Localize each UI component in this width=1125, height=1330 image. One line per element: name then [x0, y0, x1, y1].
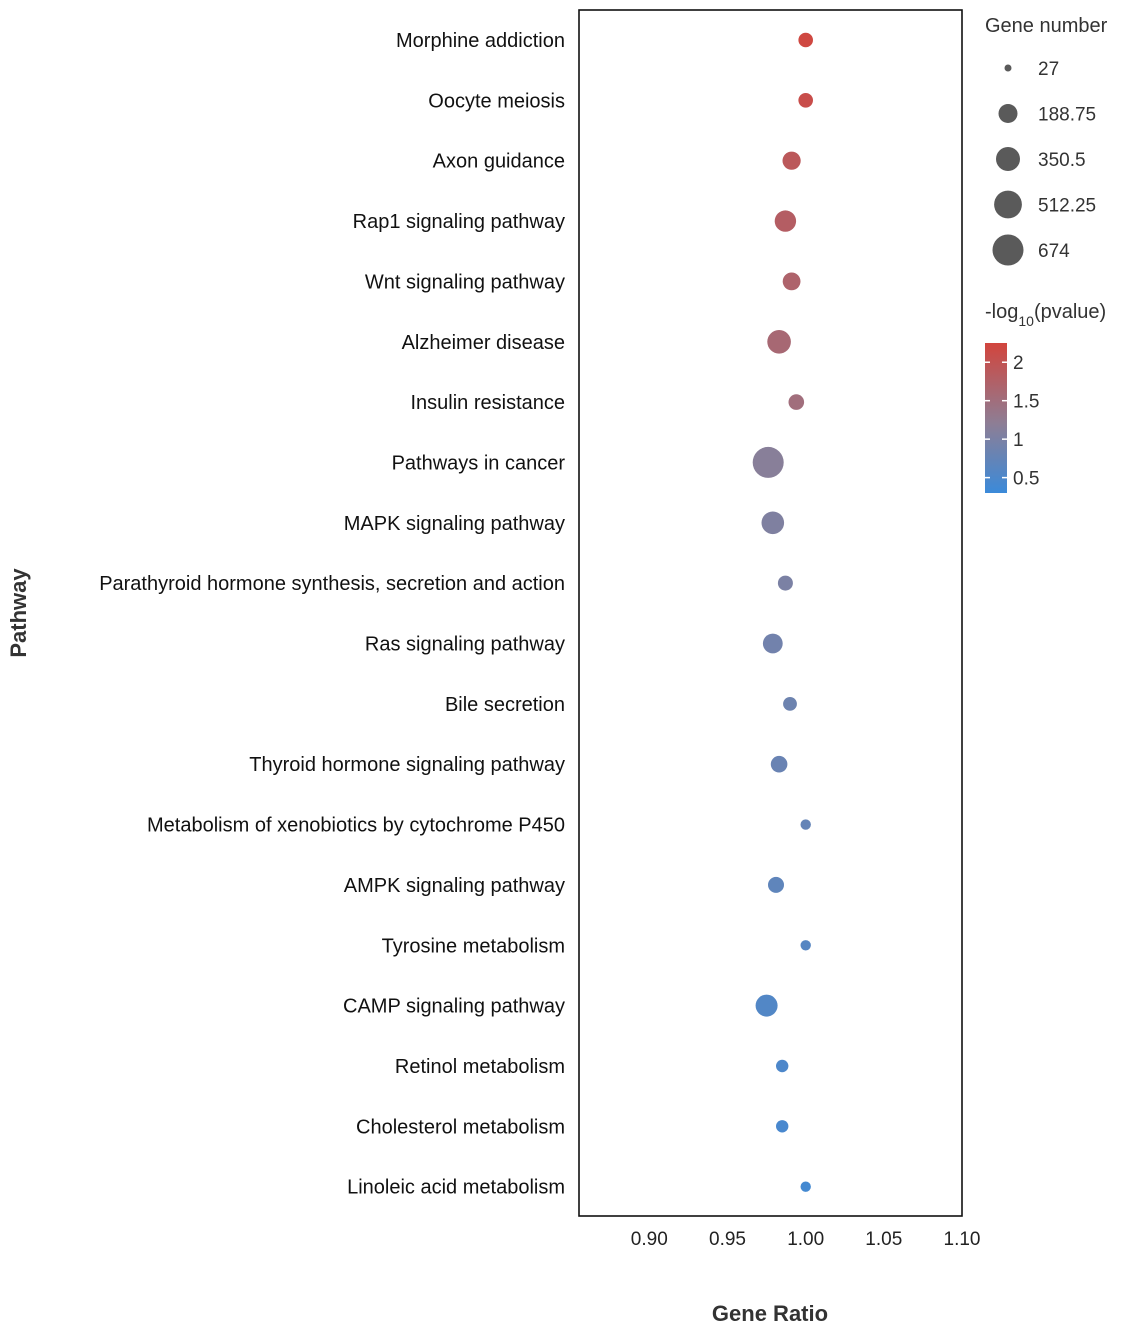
y-tick-label: Wnt signaling pathway	[365, 271, 565, 293]
size-legend-label: 512.25	[1038, 196, 1096, 217]
size-legend-dot	[996, 147, 1020, 171]
y-tick-label: MAPK signaling pathway	[344, 513, 565, 535]
size-legend: Gene number 27 188.75 350.5 512.25 674	[985, 15, 1108, 266]
size-legend-label: 188.75	[1038, 105, 1096, 126]
x-tick-label: 0.90	[631, 1229, 668, 1250]
color-tick-label: 2	[1013, 353, 1024, 374]
x-tick-label: 0.95	[709, 1229, 746, 1250]
data-point	[755, 994, 778, 1017]
data-point	[777, 575, 793, 591]
data-point	[752, 446, 784, 478]
plot-panel	[578, 9, 963, 1217]
data-point	[761, 511, 785, 535]
y-tick-label: Thyroid hormone signaling pathway	[249, 754, 565, 776]
data-point	[798, 32, 813, 48]
x-tick-label: 1.05	[865, 1229, 902, 1250]
y-tick-label: Bile secretion	[445, 694, 565, 716]
data-point	[776, 1120, 789, 1133]
y-tick-label: Rap1 signaling pathway	[353, 211, 565, 233]
data-point	[798, 93, 813, 108]
y-tick-label: Ras signaling pathway	[365, 634, 565, 656]
y-tick-label: Pathways in cancer	[392, 452, 566, 474]
color-tick-label: 1	[1013, 430, 1024, 451]
y-axis-title: Pathway	[6, 568, 31, 658]
y-tick-label: Oocyte meiosis	[428, 90, 565, 112]
data-points	[752, 32, 813, 1192]
color-tick-label: 0.5	[1013, 469, 1039, 490]
x-axis-ticks: 0.90 0.95 1.00 1.05 1.10	[631, 1229, 981, 1250]
y-tick-label: Morphine addiction	[396, 30, 565, 52]
color-bar	[985, 343, 1007, 493]
data-point	[788, 394, 805, 410]
y-tick-label: Metabolism of xenobiotics by cytochrome …	[147, 815, 565, 837]
y-axis-labels: Morphine addiction Oocyte meiosis Axon gui…	[99, 30, 565, 1199]
y-tick-label: Linoleic acid metabolism	[347, 1177, 565, 1199]
data-point	[800, 1181, 811, 1192]
data-point	[783, 697, 797, 711]
data-point	[770, 755, 788, 773]
y-tick-label: Retinol metabolism	[395, 1056, 565, 1078]
y-tick-label: AMPK signaling pathway	[344, 875, 565, 897]
y-tick-label: Alzheimer disease	[402, 332, 565, 354]
size-legend-label: 674	[1038, 241, 1070, 262]
color-tick-label: 1.5	[1013, 392, 1039, 413]
size-legend-title: Gene number	[985, 15, 1108, 37]
data-point	[774, 210, 797, 232]
data-point	[767, 330, 791, 354]
size-legend-dot	[994, 190, 1022, 219]
data-point	[800, 940, 811, 951]
x-tick-label: 1.00	[787, 1229, 824, 1250]
color-legend-title: -log10(pvalue)	[985, 301, 1106, 329]
y-tick-label: Parathyroid hormone synthesis, secretion…	[99, 573, 565, 595]
size-legend-dot	[992, 234, 1024, 266]
size-legend-dot	[998, 104, 1018, 123]
y-tick-label: Cholesterol metabolism	[356, 1116, 565, 1138]
data-point	[800, 819, 811, 830]
data-point	[762, 633, 783, 654]
color-legend: -log10(pvalue) 2 1.5 1 0.5	[985, 301, 1106, 493]
y-tick-label: CAMP signaling pathway	[343, 996, 565, 1018]
size-legend-label: 27	[1038, 59, 1059, 80]
x-tick-label: 1.10	[944, 1229, 981, 1250]
data-point	[782, 151, 801, 170]
data-point	[776, 1059, 789, 1073]
data-point	[768, 876, 784, 893]
data-point	[782, 272, 801, 291]
y-tick-label: Axon guidance	[433, 151, 565, 173]
size-legend-label: 350.5	[1038, 150, 1086, 171]
x-axis-title: Gene Ratio	[712, 1301, 828, 1326]
y-tick-label: Tyrosine metabolism	[382, 935, 565, 957]
size-legend-dot	[1004, 64, 1012, 72]
y-tick-label: Insulin resistance	[410, 392, 565, 414]
